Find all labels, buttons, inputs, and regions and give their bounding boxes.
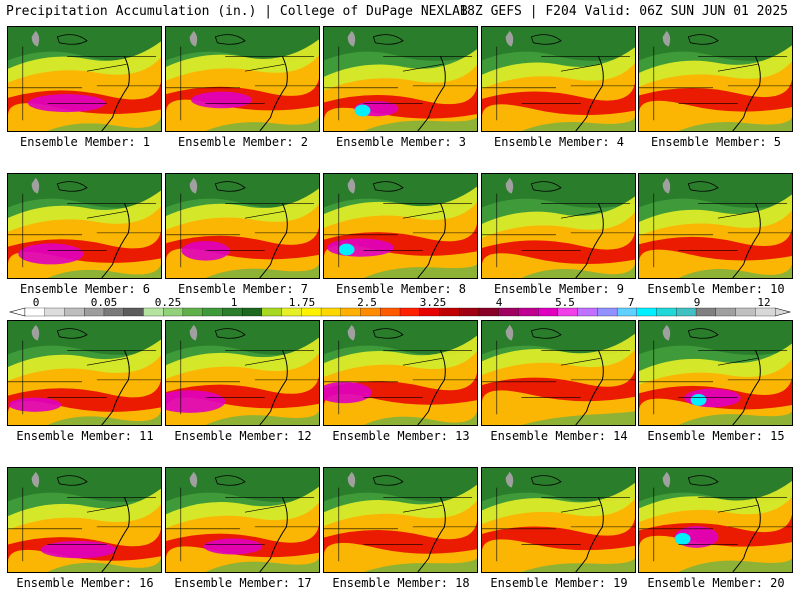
legend-tick-label: 2.5	[357, 296, 377, 309]
ensemble-member-map	[481, 467, 636, 573]
ensemble-member-map	[323, 320, 478, 426]
ensemble-member-label: Ensemble Member: 2	[177, 135, 309, 149]
ensemble-member-label: Ensemble Member: 1	[19, 135, 151, 149]
ensemble-member-label: Ensemble Member: 19	[490, 576, 628, 590]
map-title: Precipitation Accumulation (in.) | Colle…	[6, 4, 468, 19]
legend-tick-label: 0.25	[154, 296, 182, 309]
legend-tick-label: 9	[693, 296, 701, 309]
ensemble-member-map	[481, 320, 636, 426]
ensemble-member-label: Ensemble Member: 3	[335, 135, 467, 149]
ensemble-member-label: Ensemble Member: 16	[16, 576, 154, 590]
ensemble-member-map	[165, 320, 320, 426]
ensemble-member-map	[165, 467, 320, 573]
ensemble-member-map	[7, 26, 162, 132]
legend-tick-label: 1	[230, 296, 238, 309]
ensemble-member-map	[638, 467, 793, 573]
legend-tick-label: 7	[627, 296, 635, 309]
ensemble-member-label: Ensemble Member: 4	[493, 135, 625, 149]
ensemble-member-map	[165, 26, 320, 132]
legend-tick-label: 5.5	[555, 296, 575, 309]
ensemble-member-map	[638, 26, 793, 132]
ensemble-member-map	[7, 320, 162, 426]
ensemble-member-label: Ensemble Member: 5	[650, 135, 782, 149]
ensemble-member-label: Ensemble Member: 6	[19, 282, 151, 296]
ensemble-member-map	[7, 173, 162, 279]
ensemble-member-map	[481, 173, 636, 279]
precip-color-legend	[8, 307, 792, 317]
ensemble-member-label: Ensemble Member: 8	[335, 282, 467, 296]
legend-tick-label: 12	[757, 296, 771, 309]
ensemble-member-label: Ensemble Member: 12	[174, 429, 312, 443]
ensemble-member-map	[165, 173, 320, 279]
legend-tick-label: 1.75	[288, 296, 316, 309]
ensemble-member-label: Ensemble Member: 7	[177, 282, 309, 296]
ensemble-member-label: Ensemble Member: 20	[647, 576, 785, 590]
ensemble-member-map	[7, 467, 162, 573]
ensemble-member-label: Ensemble Member: 17	[174, 576, 312, 590]
ensemble-member-map	[323, 467, 478, 573]
ensemble-member-map	[638, 320, 793, 426]
ensemble-member-label: Ensemble Member: 9	[493, 282, 625, 296]
legend-tick-label: 0.05	[90, 296, 118, 309]
ensemble-member-map	[323, 173, 478, 279]
ensemble-member-label: Ensemble Member: 15	[647, 429, 785, 443]
ensemble-member-map	[323, 26, 478, 132]
legend-tick-label: 4	[495, 296, 503, 309]
ensemble-member-label: Ensemble Member: 18	[332, 576, 470, 590]
legend-tick-label: 3.25	[419, 296, 447, 309]
ensemble-member-label: Ensemble Member: 11	[16, 429, 154, 443]
ensemble-member-label: Ensemble Member: 10	[647, 282, 785, 296]
ensemble-member-label: Ensemble Member: 14	[490, 429, 628, 443]
ensemble-member-label: Ensemble Member: 13	[332, 429, 470, 443]
model-run-info: 18Z GEFS | F204 Valid: 06Z SUN JUN 01 20…	[459, 4, 788, 19]
ensemble-member-map	[481, 26, 636, 132]
legend-tick-label: 0	[32, 296, 40, 309]
ensemble-member-map	[638, 173, 793, 279]
